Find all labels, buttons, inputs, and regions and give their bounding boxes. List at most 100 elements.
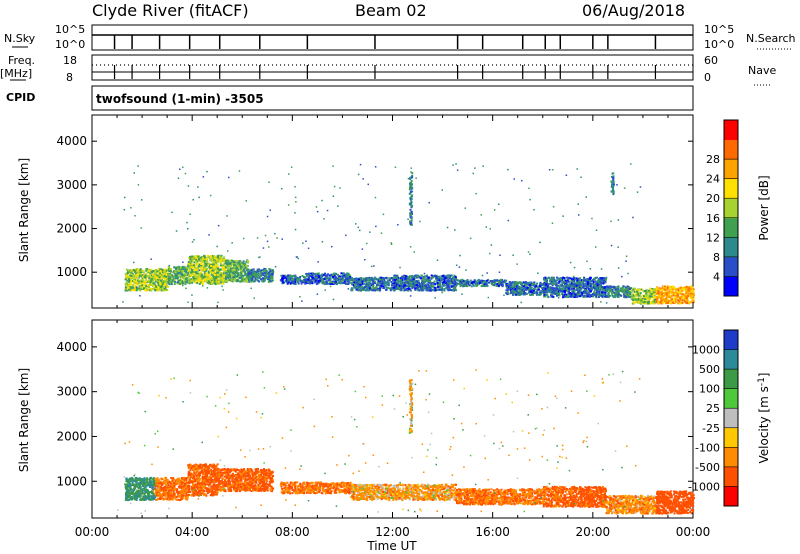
data-cell (491, 283, 494, 286)
data-cell (230, 263, 233, 266)
data-cell (617, 293, 620, 296)
data-cell (207, 264, 209, 266)
data-cell (591, 279, 594, 282)
data-cell (366, 282, 369, 285)
data-cell (342, 276, 344, 278)
data-cell (346, 280, 349, 283)
data-cell (429, 277, 432, 279)
data-cell (564, 288, 567, 291)
data-cell (130, 275, 133, 277)
data-cell (153, 286, 156, 289)
data-cell (379, 286, 382, 289)
data-cell (217, 280, 220, 283)
data-cell (227, 259, 230, 262)
data-cell (157, 286, 160, 289)
data-cell (194, 266, 197, 269)
data-cell (563, 290, 566, 293)
data-cell (591, 293, 594, 295)
data-cell (408, 282, 411, 285)
data-cell (244, 273, 247, 276)
data-cell (211, 260, 214, 262)
data-cell (652, 299, 655, 302)
data-cell (540, 291, 543, 294)
data-cell (208, 270, 210, 273)
data-cell (550, 287, 553, 290)
data-cell (552, 289, 555, 292)
data-cell (677, 294, 680, 297)
data-cell (201, 258, 204, 261)
data-cell (578, 284, 581, 287)
data-cell (532, 283, 535, 286)
data-cell (221, 276, 224, 279)
data-cell (453, 285, 456, 287)
data-cell (524, 282, 527, 285)
data-cell (568, 290, 570, 293)
data-cell (189, 262, 192, 265)
data-cell (363, 282, 366, 285)
data-cell (140, 285, 143, 288)
data-cell (370, 276, 373, 279)
data-cell (220, 280, 223, 283)
data-cell (320, 275, 323, 278)
data-cell (289, 277, 292, 280)
data-cell (683, 286, 686, 289)
data-cell (136, 281, 139, 284)
data-cell (590, 295, 593, 298)
data-cell (644, 302, 647, 305)
data-cell (149, 289, 152, 292)
data-cell (300, 280, 303, 283)
data-cell (512, 293, 515, 296)
data-cell (581, 293, 583, 296)
data-cell (401, 280, 404, 283)
data-cell (544, 290, 547, 293)
data-cell (531, 289, 533, 291)
data-cell (141, 284, 144, 286)
data-cell (365, 280, 368, 283)
data-cell (309, 282, 312, 285)
data-cell (596, 283, 599, 286)
data-cell (203, 266, 206, 269)
data-cell (566, 279, 569, 282)
data-cell (522, 281, 525, 284)
data-cell (580, 281, 583, 284)
data-cell (181, 270, 184, 272)
data-cell (263, 279, 266, 282)
data-cell (267, 280, 270, 283)
data-cell (178, 269, 181, 272)
data-cell (594, 288, 596, 291)
data-cell (417, 286, 419, 289)
data-cell (345, 278, 347, 281)
data-cell (228, 276, 231, 279)
data-cell (216, 270, 219, 273)
data-cell (686, 299, 689, 302)
data-cell (616, 296, 619, 298)
data-cell (573, 295, 576, 298)
data-cell (248, 274, 251, 277)
data-cell (401, 277, 404, 280)
data-cell (590, 294, 593, 296)
data-cell (494, 282, 497, 285)
data-cell (235, 261, 238, 264)
data-cell (643, 302, 646, 305)
data-cell (332, 281, 335, 284)
data-cell (132, 269, 135, 271)
data-cell (558, 287, 561, 290)
data-cell (471, 281, 474, 284)
data-cell (213, 257, 216, 260)
data-cell (542, 278, 545, 281)
data-cell (477, 278, 480, 281)
data-cell (170, 283, 173, 286)
data-cell (582, 296, 585, 298)
data-cell (212, 275, 215, 278)
data-cell (575, 292, 577, 295)
data-cell (149, 277, 152, 280)
data-cell (223, 256, 226, 259)
data-cell (461, 278, 464, 281)
data-cell (440, 288, 443, 291)
data-cell (351, 287, 354, 290)
data-cell (688, 301, 691, 304)
data-cell (219, 256, 222, 259)
data-cell (667, 293, 670, 296)
data-cell (194, 276, 197, 279)
data-cell (388, 287, 391, 290)
